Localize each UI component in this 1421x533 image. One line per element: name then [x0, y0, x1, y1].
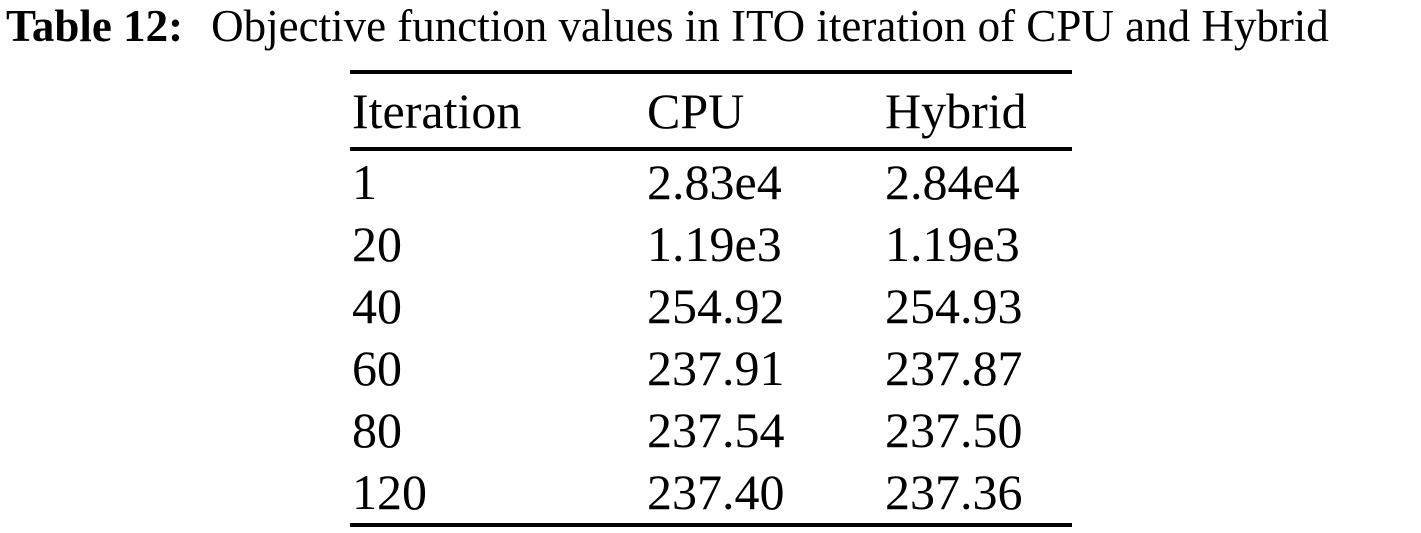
- table-row: 120 237.40 237.36: [350, 461, 1072, 525]
- table-row: 1 2.83e4 2.84e4: [350, 149, 1072, 213]
- hybrid-value-cell: 237.87: [885, 340, 1023, 396]
- hybrid-value-cell: 237.50: [885, 402, 1023, 458]
- iteration-cell: 60: [352, 340, 402, 396]
- hybrid-value-cell: 2.84e4: [885, 154, 1020, 210]
- objective-values-table: Iteration CPU Hybrid 1 2.83e4 2.84e4 20 1.19…: [350, 70, 1072, 527]
- cpu-value-cell: 237.91: [647, 340, 785, 396]
- iteration-cell: 40: [352, 278, 402, 334]
- table-caption-text: Objective function values in ITO iterati…: [211, 1, 1329, 51]
- table-caption: Table 12: Objective function values in IT…: [6, 0, 1329, 52]
- cpu-value-cell: 237.54: [647, 402, 785, 458]
- cpu-value-cell: 254.92: [647, 278, 785, 334]
- cpu-value-cell: 237.40: [647, 464, 785, 520]
- column-header-cpu: CPU: [647, 82, 745, 139]
- table-row: 20 1.19e3 1.19e3: [350, 213, 1072, 275]
- cpu-value-cell: 2.83e4: [647, 154, 782, 210]
- table-body: 1 2.83e4 2.84e4 20 1.19e3 1.19e3 40 254.92 254.9…: [350, 149, 1072, 525]
- hybrid-value-cell: 254.93: [885, 278, 1023, 334]
- cpu-value-cell: 1.19e3: [647, 216, 782, 272]
- iteration-cell: 80: [352, 402, 402, 458]
- table-header-row: Iteration CPU Hybrid: [350, 72, 1072, 149]
- hybrid-value-cell: 237.36: [885, 464, 1023, 520]
- table-caption-label: Table 12:: [6, 1, 184, 51]
- iteration-cell: 1: [352, 154, 377, 210]
- column-header-hybrid: Hybrid: [885, 82, 1027, 139]
- table-row: 60 237.91 237.87: [350, 337, 1072, 399]
- table-row: 40 254.92 254.93: [350, 275, 1072, 337]
- hybrid-value-cell: 1.19e3: [885, 216, 1020, 272]
- table-row: 80 237.54 237.50: [350, 399, 1072, 461]
- iteration-cell: 120: [352, 464, 427, 520]
- column-header-iteration: Iteration: [352, 82, 522, 139]
- iteration-cell: 20: [352, 216, 402, 272]
